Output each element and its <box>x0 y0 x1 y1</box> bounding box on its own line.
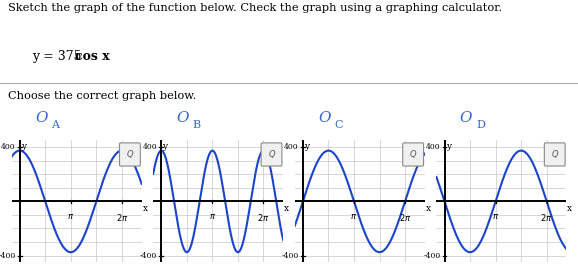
Text: $2\pi$: $2\pi$ <box>257 212 270 223</box>
Text: -400: -400 <box>0 251 16 260</box>
Text: $2\pi$: $2\pi$ <box>116 212 128 223</box>
FancyBboxPatch shape <box>261 143 282 166</box>
Text: B: B <box>193 120 201 130</box>
Text: -400: -400 <box>281 251 299 260</box>
Text: O: O <box>35 111 47 125</box>
FancyBboxPatch shape <box>544 143 565 166</box>
Text: A: A <box>51 120 59 130</box>
Text: O: O <box>318 111 331 125</box>
Text: D: D <box>476 120 485 130</box>
Text: y: y <box>162 142 168 151</box>
Text: y: y <box>304 142 309 151</box>
Text: Q: Q <box>268 150 275 159</box>
Text: -400: -400 <box>140 251 157 260</box>
Text: Sketch the graph of the function below. Check the graph using a graphing calcula: Sketch the graph of the function below. … <box>8 3 502 13</box>
Text: x: x <box>425 204 431 213</box>
FancyBboxPatch shape <box>403 143 424 166</box>
Text: cos x: cos x <box>75 50 110 63</box>
Text: $2\pi$: $2\pi$ <box>540 212 553 223</box>
Text: x: x <box>284 204 289 213</box>
Text: $\pi$: $\pi$ <box>209 212 216 221</box>
Text: $\pi$: $\pi$ <box>350 212 358 221</box>
Text: 400: 400 <box>426 143 440 151</box>
Text: 400: 400 <box>1 143 16 151</box>
Text: O: O <box>177 111 189 125</box>
Text: $\pi$: $\pi$ <box>67 212 75 221</box>
Text: $2\pi$: $2\pi$ <box>399 212 412 223</box>
Text: Q: Q <box>127 150 133 159</box>
Text: C: C <box>334 120 343 130</box>
Text: 400: 400 <box>284 143 299 151</box>
Text: x: x <box>142 204 147 213</box>
Text: Q: Q <box>551 150 558 159</box>
Text: -400: -400 <box>423 251 440 260</box>
Text: Q: Q <box>410 150 416 159</box>
Text: y = 375: y = 375 <box>32 50 86 63</box>
Text: 400: 400 <box>143 143 157 151</box>
Text: x: x <box>567 204 572 213</box>
Text: y: y <box>21 142 26 151</box>
Text: $\pi$: $\pi$ <box>492 212 499 221</box>
FancyBboxPatch shape <box>120 143 140 166</box>
Text: Choose the correct graph below.: Choose the correct graph below. <box>8 91 196 101</box>
Text: O: O <box>460 111 472 125</box>
Text: y: y <box>446 142 451 151</box>
